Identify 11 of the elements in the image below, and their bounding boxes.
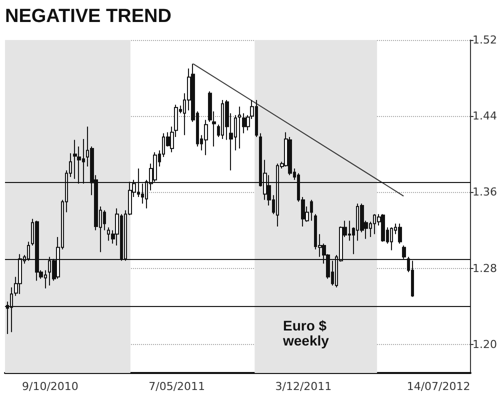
y-tick-label: 1.52	[472, 34, 498, 46]
y-tick-label: 1.44	[472, 110, 498, 123]
x-tick-label: 7/05/2011	[148, 380, 206, 393]
x-tick-label: 3/12/2011	[275, 380, 332, 393]
y-tick-label: 1.20	[472, 338, 498, 351]
y-tick-label: 1.36	[472, 186, 498, 199]
x-tick-label: 9/10/2010	[22, 380, 78, 393]
chart-title: NEGATIVE TREND	[5, 6, 172, 27]
annotation: Euro $ weekly	[282, 318, 330, 348]
x-tick-label: 14/07/2012	[406, 380, 470, 393]
y-tick-label: 1.28	[472, 262, 498, 275]
